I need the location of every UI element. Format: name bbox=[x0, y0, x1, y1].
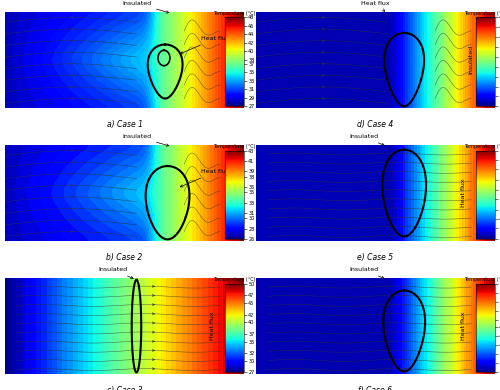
Text: Insulated: Insulated bbox=[122, 1, 169, 13]
Text: e) Case 5: e) Case 5 bbox=[358, 253, 394, 262]
Text: c) Case 3: c) Case 3 bbox=[106, 386, 142, 390]
Text: Insulated: Insulated bbox=[468, 45, 473, 74]
Text: b) Case 2: b) Case 2 bbox=[106, 253, 142, 262]
Text: Heat flux: Heat flux bbox=[210, 312, 216, 340]
Text: Insulated: Insulated bbox=[349, 134, 384, 145]
Text: f) Case 6: f) Case 6 bbox=[358, 386, 392, 390]
Text: Heat flux: Heat flux bbox=[462, 179, 466, 207]
Text: Insulated: Insulated bbox=[122, 134, 169, 146]
Text: Heat flux: Heat flux bbox=[462, 312, 466, 340]
Text: Heat flux: Heat flux bbox=[180, 169, 230, 187]
Text: Insulated: Insulated bbox=[98, 267, 133, 278]
Text: Heat flux: Heat flux bbox=[361, 1, 390, 11]
Text: Heat flux: Heat flux bbox=[180, 36, 230, 54]
Text: d) Case 4: d) Case 4 bbox=[358, 120, 394, 129]
Text: Insulated: Insulated bbox=[349, 267, 384, 278]
Text: a) Case 1: a) Case 1 bbox=[106, 120, 142, 129]
